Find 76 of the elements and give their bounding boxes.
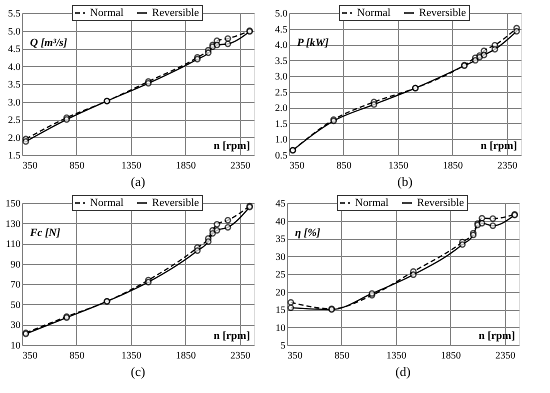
y-tick-label: 5.0 [8,26,20,38]
text: (c) [130,364,146,379]
y-axis-title: Fc [N] [29,227,61,239]
y-tick-label: 30 [276,252,286,263]
x-tick-label: 1350 [121,160,142,172]
y-tick-label: 15 [276,305,286,316]
y-tick-label: 10 [10,340,20,352]
x-tick-label: 2350 [497,160,518,172]
y-tick-label: 20 [276,287,286,298]
x-tick-label: 850 [336,160,352,172]
y-tick-label: 5.5 [8,8,20,20]
y-tick-label: 90 [10,259,20,270]
x-tick-label: 850 [69,350,84,362]
x-tick-label: 1850 [440,350,461,362]
legend-label: Normal [355,197,389,209]
y-tick-label: 3.5 [275,56,288,67]
y-tick-label: 1.5 [8,150,20,162]
x-tick-label: 1850 [176,160,196,172]
x-tick-label: 1850 [442,160,463,172]
x-tick-label: 350 [288,350,302,362]
y-tick-label: 1.5 [275,118,288,130]
y-axis-title: Q [m³/s] [30,37,68,49]
y-tick-label: 1.0 [275,134,288,146]
legend-label: Normal [90,197,124,209]
legend-label: Reversible [419,7,466,19]
legend-label: Reversible [152,197,200,209]
y-tick-label: 3.0 [8,97,20,108]
y-tick-label: 4.5 [8,44,20,55]
y-tick-label: 5.0 [275,8,288,20]
legend-label: Normal [90,7,124,19]
y-axis-title: η [%] [295,227,321,239]
x-tick-label: 2350 [230,160,250,172]
x-tick-label: 1350 [121,350,142,362]
x-tick-label: 350 [290,160,304,172]
y-tick-label: 35 [276,234,286,245]
x-tick-label: 2350 [495,350,516,362]
y-tick-label: 0.5 [275,150,288,162]
y-axis-title: P [kW] [297,37,330,49]
y-tick-label: 50 [10,300,20,311]
x-tick-label: 350 [22,160,38,172]
x-axis-title: n [rpm] [214,140,250,152]
y-tick-label: 3.5 [8,80,20,90]
y-tick-label: 10 [276,322,286,334]
y-tick-label: 2.5 [8,115,20,126]
y-tick-label: 45 [276,198,286,210]
y-tick-label: 2.0 [275,103,288,114]
legend-label: Reversible [152,7,200,19]
y-tick-label: 70 [10,280,20,291]
y-tick-label: 40 [276,216,286,228]
y-tick-label: 4.0 [8,62,20,73]
legend-label: Reversible [417,197,464,209]
x-tick-label: 2350 [230,350,250,362]
x-tick-label: 1350 [386,350,406,362]
x-tick-label: 850 [69,160,84,172]
x-tick-label: 1850 [176,350,196,362]
x-axis-title: n [rpm] [214,330,250,342]
x-axis-title: n [rpm] [478,330,515,342]
y-tick-label: 150 [6,198,20,210]
y-tick-label: 25 [276,270,286,280]
x-tick-label: 850 [334,350,350,362]
y-tick-label: 5 [280,340,286,352]
text: (b) [397,174,413,189]
x-tick-label: 350 [22,350,38,362]
y-tick-label: 110 [6,239,20,250]
text: (d) [395,364,411,379]
x-axis-title: n [rpm] [480,140,517,152]
legend-label: Normal [357,7,391,19]
y-tick-label: 30 [10,320,20,332]
x-tick-label: 1350 [388,160,408,172]
y-tick-label: 2.0 [8,132,20,144]
y-tick-label: 4.0 [275,40,288,52]
y-tick-label: 4.5 [275,24,288,36]
text: (a) [130,174,146,189]
y-tick-label: 2.5 [275,87,288,98]
y-tick-label: 130 [6,218,20,230]
y-tick-label: 3.0 [275,72,288,83]
